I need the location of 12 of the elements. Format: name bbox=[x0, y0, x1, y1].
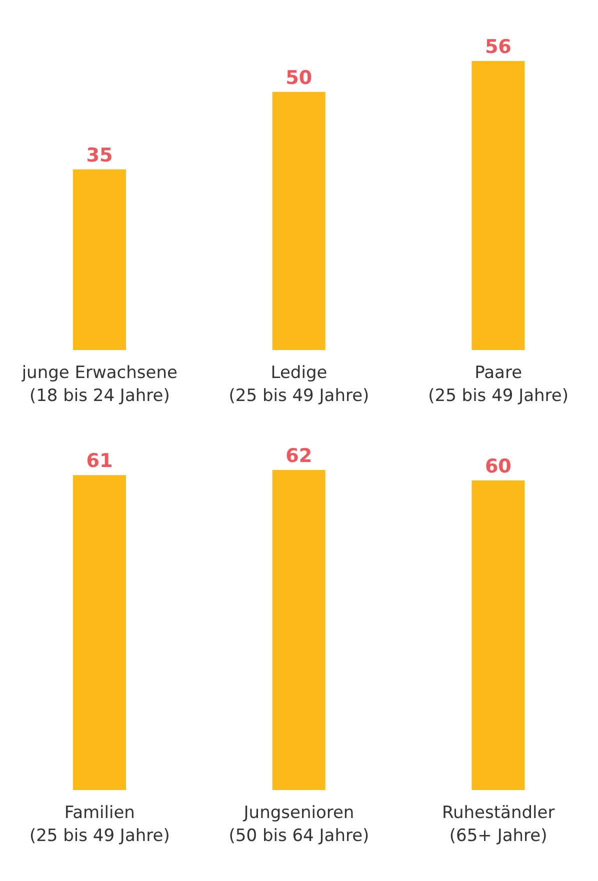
data-label: 62 bbox=[286, 445, 312, 467]
data-label: 56 bbox=[484, 36, 512, 58]
x-tick-label: Ruheständler (65+ Jahre) bbox=[442, 803, 555, 846]
data-label: 35 bbox=[86, 144, 113, 166]
x-tick-label: Familien (25 bis 49 Jahre) bbox=[29, 803, 170, 846]
data-label: 50 bbox=[286, 66, 312, 89]
data-label: 61 bbox=[86, 450, 113, 472]
x-tick-label: Jungsenioren (50 bis 64 Jahre) bbox=[228, 803, 370, 846]
x-tick-label: Paare (25 bis 49 Jahre) bbox=[428, 363, 569, 406]
data-label: 60 bbox=[484, 455, 512, 478]
x-tick-label: junge Erwachsene (18 bis 24 Jahre) bbox=[20, 363, 178, 406]
x-tick-label: Ledige (25 bis 49 Jahre) bbox=[228, 363, 370, 406]
